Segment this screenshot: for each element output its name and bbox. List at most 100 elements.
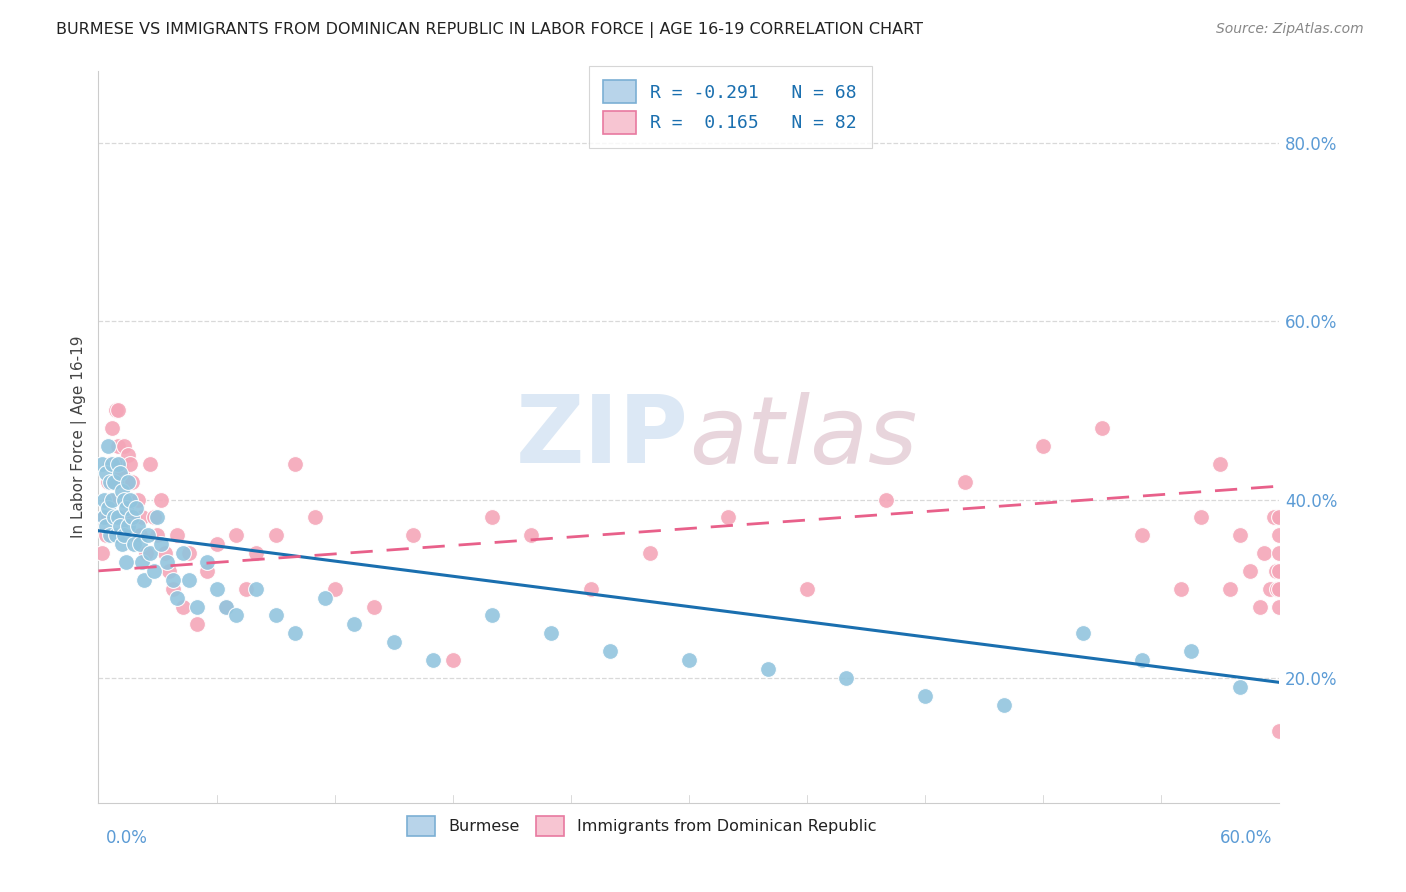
Point <box>323 582 346 596</box>
Point <box>1071 626 1094 640</box>
Point <box>678 653 700 667</box>
Point <box>235 582 257 596</box>
Point <box>875 492 897 507</box>
Point <box>101 457 124 471</box>
Point <box>1268 510 1291 524</box>
Point <box>115 475 138 489</box>
Text: BURMESE VS IMMIGRANTS FROM DOMINICAN REPUBLIC IN LABOR FORCE | AGE 16-19 CORRELA: BURMESE VS IMMIGRANTS FROM DOMINICAN REP… <box>56 22 924 38</box>
Point <box>835 671 858 685</box>
Point <box>93 510 115 524</box>
Point <box>117 492 139 507</box>
Point <box>1249 599 1271 614</box>
Point <box>1229 528 1251 542</box>
Point <box>101 492 124 507</box>
Point <box>105 528 128 542</box>
Point <box>97 475 120 489</box>
Point <box>162 582 184 596</box>
Point <box>172 599 194 614</box>
Point <box>98 457 121 471</box>
Point <box>131 555 153 569</box>
Point <box>111 537 134 551</box>
Point <box>162 573 184 587</box>
Point <box>245 582 267 596</box>
Point <box>108 519 131 533</box>
Point <box>343 617 366 632</box>
Point <box>1268 724 1291 739</box>
Point <box>402 528 425 542</box>
Point <box>245 546 267 560</box>
Point <box>111 483 134 498</box>
Point <box>127 519 149 533</box>
Point <box>363 599 385 614</box>
Point <box>1268 546 1291 560</box>
Point <box>118 457 141 471</box>
Point <box>97 439 120 453</box>
Point <box>205 582 228 596</box>
Point <box>146 510 169 524</box>
Point <box>284 457 307 471</box>
Point <box>142 510 165 524</box>
Point <box>1032 439 1054 453</box>
Text: 60.0%: 60.0% <box>1220 829 1272 847</box>
Point <box>304 510 326 524</box>
Point <box>540 626 562 640</box>
Point <box>112 439 135 453</box>
Point <box>108 457 131 471</box>
Point <box>481 608 503 623</box>
Point <box>914 689 936 703</box>
Point <box>127 492 149 507</box>
Point <box>155 546 177 560</box>
Point <box>1268 599 1291 614</box>
Point <box>1189 510 1212 524</box>
Point <box>157 564 180 578</box>
Point <box>98 528 121 542</box>
Point <box>132 573 155 587</box>
Point <box>103 510 125 524</box>
Legend: Burmese, Immigrants from Dominican Republic: Burmese, Immigrants from Dominican Repub… <box>395 805 887 847</box>
Point <box>107 457 129 471</box>
Point <box>225 608 247 623</box>
Point <box>117 475 139 489</box>
Point <box>97 501 120 516</box>
Point <box>1268 528 1291 542</box>
Point <box>599 644 621 658</box>
Point <box>101 421 124 435</box>
Point <box>953 475 976 489</box>
Point <box>166 528 188 542</box>
Point <box>441 653 464 667</box>
Point <box>96 519 118 533</box>
Point <box>107 510 129 524</box>
Point <box>136 528 159 542</box>
Point <box>186 599 208 614</box>
Point <box>264 528 287 542</box>
Text: Source: ZipAtlas.com: Source: ZipAtlas.com <box>1216 22 1364 37</box>
Point <box>177 546 200 560</box>
Point <box>122 537 145 551</box>
Y-axis label: In Labor Force | Age 16-19: In Labor Force | Age 16-19 <box>72 335 87 539</box>
Point <box>1219 582 1241 596</box>
Point <box>150 492 173 507</box>
Text: atlas: atlas <box>689 392 917 483</box>
Point <box>717 510 740 524</box>
Point <box>993 698 1015 712</box>
Point <box>1209 457 1232 471</box>
Point <box>1268 582 1291 596</box>
Point <box>1170 582 1192 596</box>
Point <box>128 528 150 542</box>
Point <box>1239 564 1261 578</box>
Point <box>111 466 134 480</box>
Point <box>796 582 818 596</box>
Point <box>1268 564 1291 578</box>
Point <box>215 599 238 614</box>
Point <box>172 546 194 560</box>
Point <box>195 564 218 578</box>
Point <box>756 662 779 676</box>
Point <box>98 475 121 489</box>
Point <box>481 510 503 524</box>
Point <box>1253 546 1275 560</box>
Text: 0.0%: 0.0% <box>105 829 148 847</box>
Point <box>314 591 336 605</box>
Point <box>117 448 139 462</box>
Point <box>115 501 138 516</box>
Point <box>107 403 129 417</box>
